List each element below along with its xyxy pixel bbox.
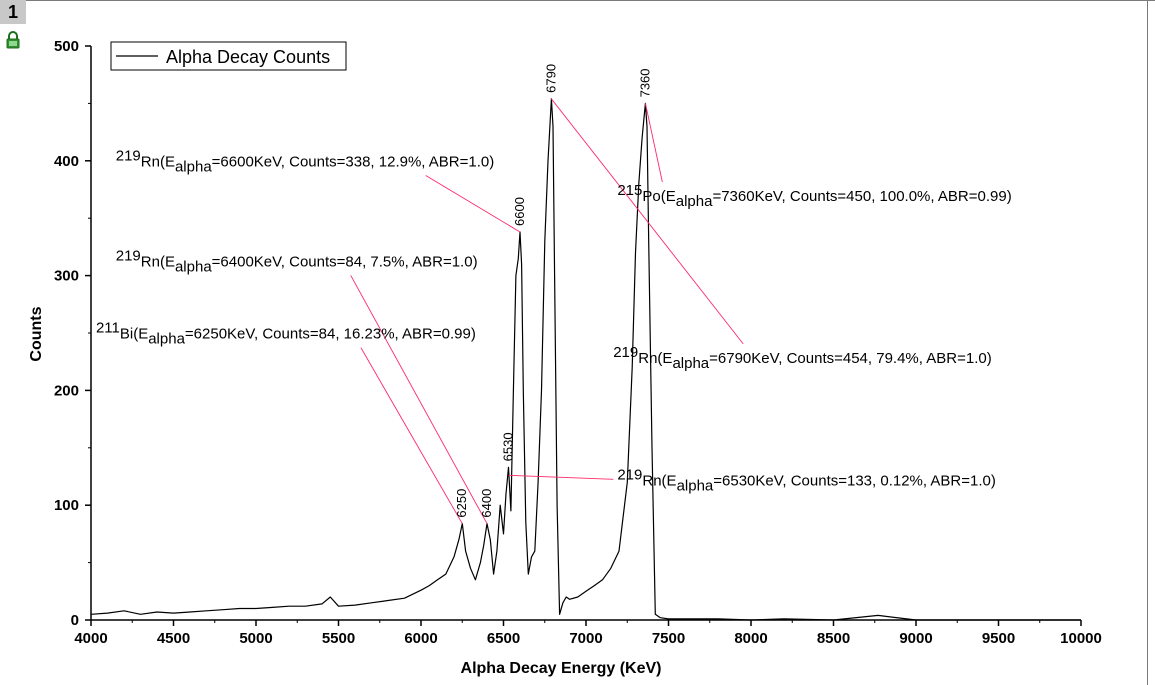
annotation-leader-line <box>360 347 463 524</box>
x-axis-title: Alpha Decay Energy (KeV) <box>461 660 662 677</box>
page-tab[interactable]: 1 <box>0 0 26 24</box>
peak-label: 6530 <box>500 432 515 461</box>
y-tick-label: 0 <box>71 612 79 629</box>
window-right-border <box>1147 0 1148 685</box>
peak-annotation: 219Rn(Ealpha=6600KeV, Counts=338, 12.9%,… <box>116 148 495 176</box>
peak-annotation: 211Bi(Ealpha=6250KeV, Counts=84, 16.23%,… <box>96 320 476 348</box>
x-tick-label: 5500 <box>322 630 355 647</box>
y-tick-label: 500 <box>54 38 79 55</box>
peak-label: 7360 <box>637 68 652 97</box>
peak-annotation: 219Rn(Ealpha=6790KeV, Counts=454, 79.4%,… <box>613 344 992 372</box>
legend-entry: Alpha Decay Counts <box>166 47 330 67</box>
annotation-leader-line <box>350 275 488 524</box>
window-top-border <box>26 0 1155 1</box>
annotation-leader-line <box>425 175 521 233</box>
x-tick-label: 8000 <box>734 630 767 647</box>
x-tick-label: 7500 <box>652 630 685 647</box>
annotation-leader-line <box>508 474 614 480</box>
x-tick-label: 6500 <box>487 630 520 647</box>
annotation-leader-line <box>644 103 663 183</box>
lock-icon <box>6 31 20 49</box>
x-tick-label: 10000 <box>1060 630 1102 647</box>
x-tick-label: 4500 <box>157 630 190 647</box>
x-tick-label: 8500 <box>817 630 850 647</box>
y-tick-label: 100 <box>54 497 79 514</box>
peak-label: 6600 <box>512 197 527 226</box>
x-tick-label: 4000 <box>74 630 107 647</box>
x-tick-label: 9000 <box>899 630 932 647</box>
peak-annotation: 219Rn(Ealpha=6530KeV, Counts=133, 0.12%,… <box>617 467 996 495</box>
annotation-leader-line <box>550 98 744 345</box>
peak-annotation: 219Rn(Ealpha=6400KeV, Counts=84, 7.5%, A… <box>116 247 478 275</box>
peak-label: 6790 <box>543 64 558 93</box>
peak-label: 6250 <box>454 489 469 518</box>
peak-annotation: 215Po(Ealpha=7360KeV, Counts=450, 100.0%… <box>617 182 1011 210</box>
y-tick-label: 200 <box>54 382 79 399</box>
y-tick-label: 400 <box>54 153 79 170</box>
x-tick-label: 9500 <box>982 630 1015 647</box>
x-tick-label: 6000 <box>404 630 437 647</box>
x-tick-label: 7000 <box>569 630 602 647</box>
y-axis-title: Counts <box>28 306 45 361</box>
peak-label: 6400 <box>479 489 494 518</box>
y-tick-label: 300 <box>54 268 79 285</box>
x-tick-label: 5000 <box>239 630 272 647</box>
